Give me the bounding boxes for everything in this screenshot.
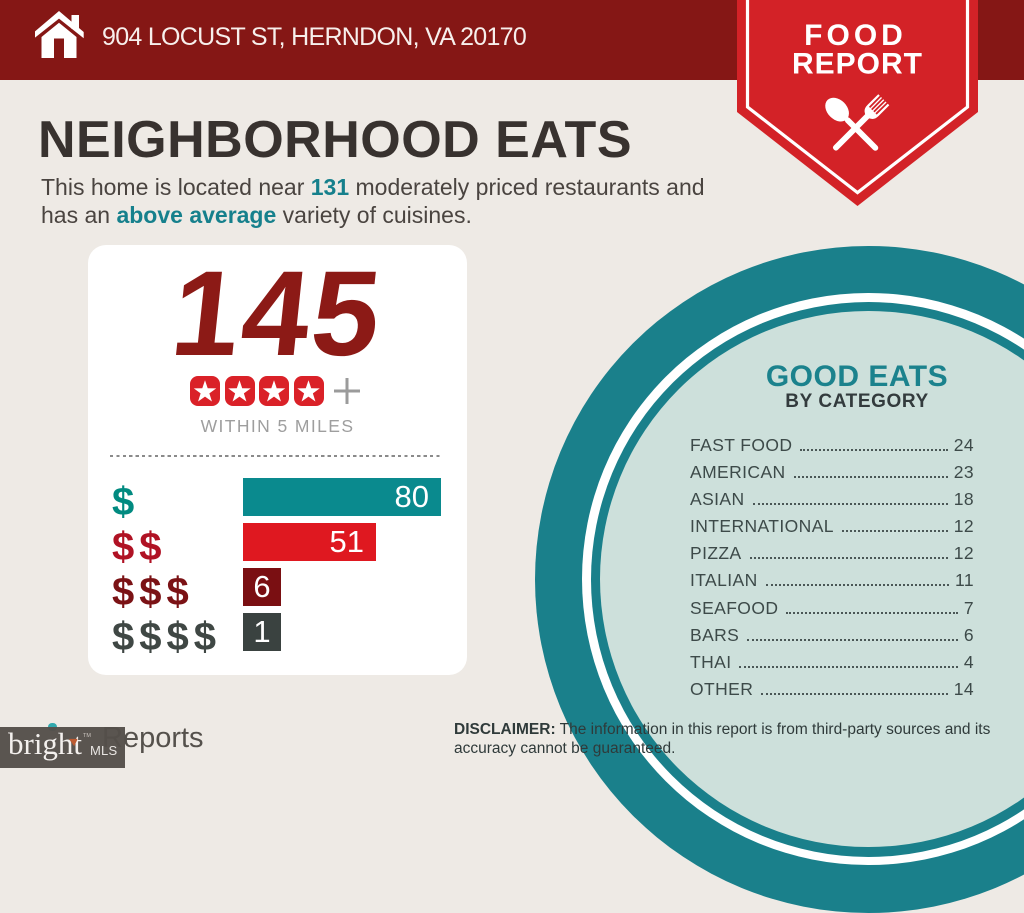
svg-text:REPORT: REPORT bbox=[792, 48, 923, 81]
svg-text:FOOD: FOOD bbox=[804, 19, 907, 52]
